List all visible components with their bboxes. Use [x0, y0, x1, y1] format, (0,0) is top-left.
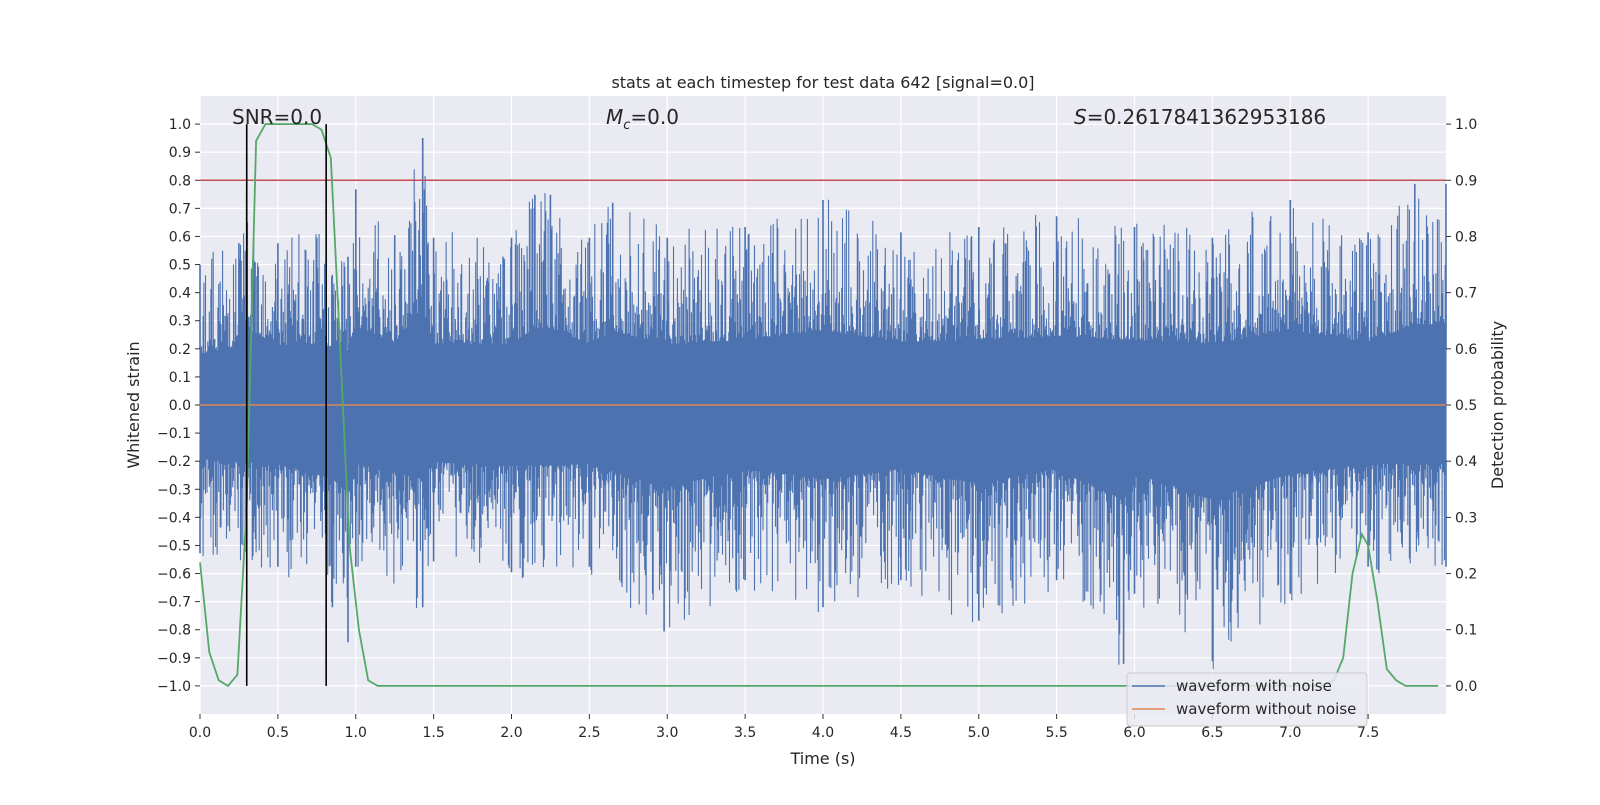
waveform-with-noise-line — [199, 169, 1447, 670]
score-symbol: S — [1074, 105, 1087, 129]
y-tick-label-left: 0.3 — [169, 314, 191, 330]
y-tick-label-left: 0.2 — [169, 342, 191, 358]
y-tick-label-left: −0.4 — [157, 510, 191, 526]
x-tick-label: 1.5 — [422, 725, 444, 741]
y-tick-label-right: 0.5 — [1455, 398, 1477, 414]
chirp-mass-annotation: Mc=0.0 — [606, 105, 679, 133]
snr-annotation: SNR=0.0 — [232, 105, 322, 129]
y-tick-label-left: −0.3 — [157, 482, 191, 498]
y-axis-label-left: Whitened strain — [124, 341, 143, 468]
y-tick-label-left: 1.0 — [169, 117, 191, 133]
y-tick-label-left: −0.2 — [157, 454, 191, 470]
x-tick-label: 2.5 — [578, 725, 600, 741]
legend: waveform with noise waveform without noi… — [1126, 672, 1368, 727]
waveform-with-noise-series — [199, 138, 1447, 670]
x-axis-label: Time (s) — [789, 749, 855, 768]
y-tick-label-right: 1.0 — [1455, 117, 1477, 133]
chirp-mass-value: =0.0 — [630, 105, 679, 129]
line-layer — [199, 123, 1446, 688]
y-tick-label-left: −0.7 — [157, 595, 191, 611]
x-tick-label: 4.0 — [812, 725, 834, 741]
x-tick-label: 6.0 — [1123, 725, 1145, 741]
y-tick-label-left: 0.8 — [169, 173, 191, 189]
x-tick-label: 3.5 — [734, 725, 756, 741]
y-tick-label-left: 0.4 — [169, 286, 191, 302]
x-tick-label: 1.0 — [345, 725, 367, 741]
y-tick-label-right: 0.9 — [1455, 173, 1477, 189]
legend-label-waveform-with-noise: waveform with noise — [1176, 677, 1332, 695]
tick-layer: 0.0 0.5 1.0 1.5 2.0 2.5 3.0 3.5 4.0 4.5 5.0 5.5 6.0 6… — [157, 117, 1477, 741]
y-axis-label-right: Detection probability — [1488, 321, 1507, 489]
y-tick-label-right: 0.7 — [1455, 286, 1477, 302]
x-tick-label: 7.0 — [1279, 725, 1301, 741]
waveform-with-noise-peaks — [199, 138, 1447, 664]
x-tick-label: 4.5 — [890, 725, 912, 741]
y-tick-label-left: −0.1 — [157, 426, 191, 442]
chirp-mass-subscript: c — [623, 118, 630, 133]
y-tick-label-left: −0.5 — [157, 538, 191, 554]
legend-label-waveform-without-noise: waveform without noise — [1176, 700, 1356, 718]
score-value: =0.2617841362953186 — [1087, 105, 1326, 129]
y-tick-label-left: 0.6 — [169, 229, 191, 245]
y-tick-label-left: 0.5 — [169, 258, 191, 274]
y-tick-label-right: 0.8 — [1455, 229, 1477, 245]
y-tick-label-left: −0.9 — [157, 651, 191, 667]
y-tick-label-left: 0.7 — [169, 201, 191, 217]
x-tick-label: 7.5 — [1357, 725, 1379, 741]
x-tick-label: 5.0 — [968, 725, 990, 741]
y-tick-label-left: −1.0 — [157, 679, 191, 695]
score-annotation: S=0.2617841362953186 — [1074, 105, 1326, 129]
y-tick-label-left: 0.1 — [169, 370, 191, 386]
x-tick-label: 5.5 — [1045, 725, 1067, 741]
y-tick-label-right: 0.3 — [1455, 510, 1477, 526]
x-tick-label: 6.5 — [1201, 725, 1223, 741]
y-tick-label-right: 0.1 — [1455, 623, 1477, 639]
y-tick-label-right: 0.2 — [1455, 567, 1477, 583]
chirp-mass-symbol: M — [606, 105, 623, 129]
y-tick-label-left: 0.9 — [169, 145, 191, 161]
y-tick-label-right: 0.6 — [1455, 342, 1477, 358]
x-tick-label: 2.0 — [500, 725, 522, 741]
x-tick-label: 0.5 — [267, 725, 289, 741]
y-tick-label-left: −0.8 — [157, 623, 191, 639]
y-tick-label-right: 0.4 — [1455, 454, 1477, 470]
y-tick-label-right: 0.0 — [1455, 679, 1477, 695]
y-tick-label-left: 0.0 — [169, 398, 191, 414]
x-tick-label: 0.0 — [189, 725, 211, 741]
x-tick-label: 3.0 — [656, 725, 678, 741]
detection-probability-line — [199, 123, 1439, 688]
legend-box — [1126, 672, 1368, 727]
y-tick-label-left: −0.6 — [157, 567, 191, 583]
chart-title: stats at each timestep for test data 642… — [611, 73, 1034, 92]
